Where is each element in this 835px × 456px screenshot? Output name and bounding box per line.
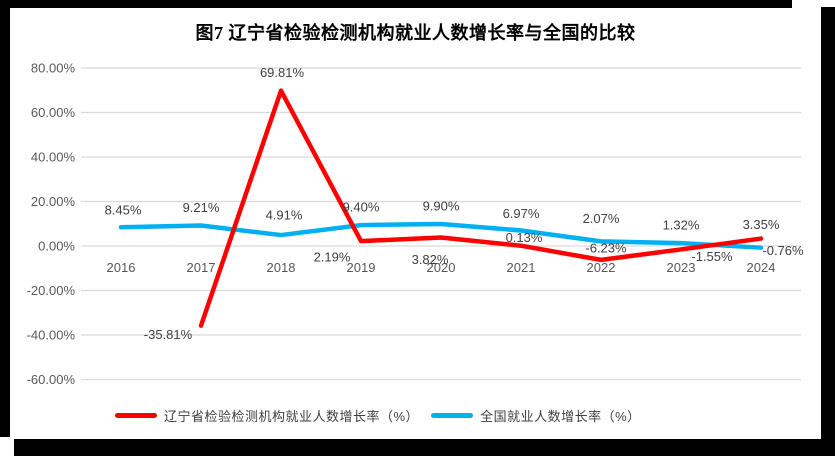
- x-tick-label: 2024: [747, 260, 776, 275]
- legend-item-national: 全国就业人数增长率（%）: [431, 406, 641, 425]
- y-tick-label: 80.00%: [31, 61, 76, 76]
- frame-top-border: [0, 0, 792, 8]
- data-label: 6.97%: [503, 206, 540, 221]
- data-label: 9.90%: [423, 198, 460, 213]
- x-tick-label: 2018: [267, 260, 296, 275]
- x-tick-label: 2021: [507, 260, 536, 275]
- data-label: -1.55%: [691, 249, 733, 264]
- legend: 辽宁省检验检测机构就业人数增长率（%） 全国就业人数增长率（%）: [115, 406, 641, 425]
- data-label: 1.32%: [663, 218, 700, 233]
- x-tick-label: 2017: [187, 260, 216, 275]
- legend-swatch-national: [431, 413, 474, 418]
- data-label: 4.91%: [266, 208, 303, 223]
- chart-title: 图7 辽宁省检验检测机构就业人数增长率与全国的比较: [195, 23, 636, 43]
- x-tick-label: 2023: [667, 260, 696, 275]
- data-label: 69.81%: [260, 65, 305, 80]
- data-label: 3.82%: [412, 252, 449, 267]
- x-tick-label: 2019: [347, 260, 376, 275]
- data-label: 2.19%: [314, 250, 351, 265]
- frame-right-border: [821, 7, 835, 456]
- data-label: -35.81%: [144, 327, 193, 342]
- frame-bottom-border: [14, 439, 835, 456]
- data-label: 8.45%: [105, 203, 142, 218]
- y-tick-label: -40.00%: [27, 328, 76, 343]
- x-tick-label: 2020: [427, 260, 456, 275]
- data-label: -6.23%: [585, 240, 627, 255]
- y-tick-label: 60.00%: [31, 105, 76, 120]
- data-label: 3.35%: [743, 217, 780, 232]
- y-tick-label: -60.00%: [27, 372, 76, 387]
- y-tick-label: 0.00%: [38, 239, 75, 254]
- legend-swatch-liaoning: [115, 413, 157, 418]
- data-label: 9.40%: [343, 200, 380, 215]
- frame-left-border: [0, 0, 10, 437]
- legend-label-national: 全国就业人数增长率（%）: [480, 409, 641, 424]
- y-tick-label: 20.00%: [31, 194, 76, 209]
- data-label: 2.07%: [583, 211, 620, 226]
- y-tick-label: 40.00%: [31, 150, 76, 165]
- data-label: 0.13%: [506, 230, 543, 245]
- data-label: 9.21%: [183, 200, 220, 215]
- x-tick-label: 2022: [587, 260, 616, 275]
- y-tick-label: -20.00%: [27, 283, 76, 298]
- legend-label-liaoning: 辽宁省检验检测机构就业人数增长率（%）: [164, 409, 420, 424]
- x-tick-label: 2016: [107, 260, 136, 275]
- series-line-0: [198, 88, 764, 328]
- series-line-1: [118, 221, 764, 250]
- legend-item-liaoning: 辽宁省检验检测机构就业人数增长率（%）: [115, 406, 419, 425]
- data-label: -0.76%: [762, 243, 804, 258]
